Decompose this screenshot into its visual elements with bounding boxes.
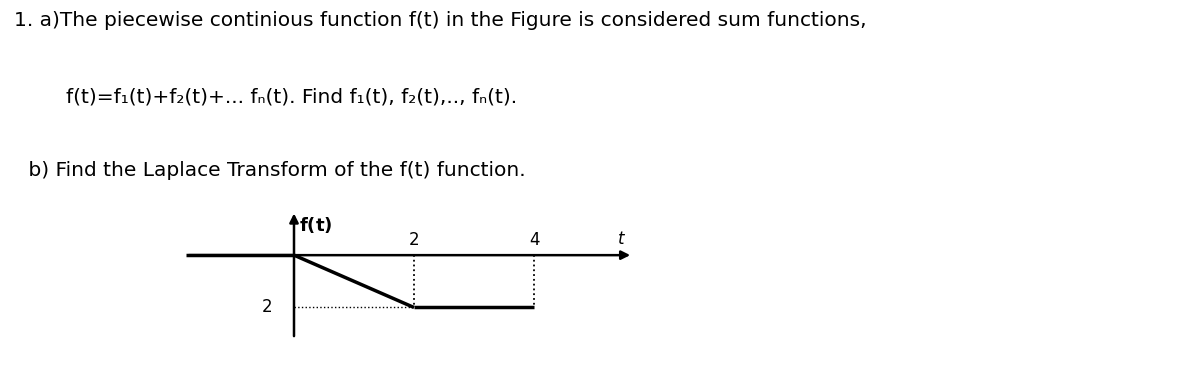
- Text: 1. a)The piecewise continious function f(t) in the Figure is considered sum func: 1. a)The piecewise continious function f…: [14, 11, 868, 30]
- Text: 2: 2: [409, 231, 419, 249]
- Text: 2: 2: [262, 299, 272, 316]
- Text: t: t: [618, 230, 624, 248]
- Text: f(t)=f₁(t)+f₂(t)+... fₙ(t). Find f₁(t), f₂(t),.., fₙ(t).: f(t)=f₁(t)+f₂(t)+... fₙ(t). Find f₁(t), …: [66, 88, 517, 107]
- Text: b) Find the Laplace Transform of the f(t) function.: b) Find the Laplace Transform of the f(t…: [22, 161, 526, 180]
- Text: 4: 4: [529, 231, 539, 249]
- Text: $\mathbf{f(t)}$: $\mathbf{f(t)}$: [299, 215, 332, 235]
